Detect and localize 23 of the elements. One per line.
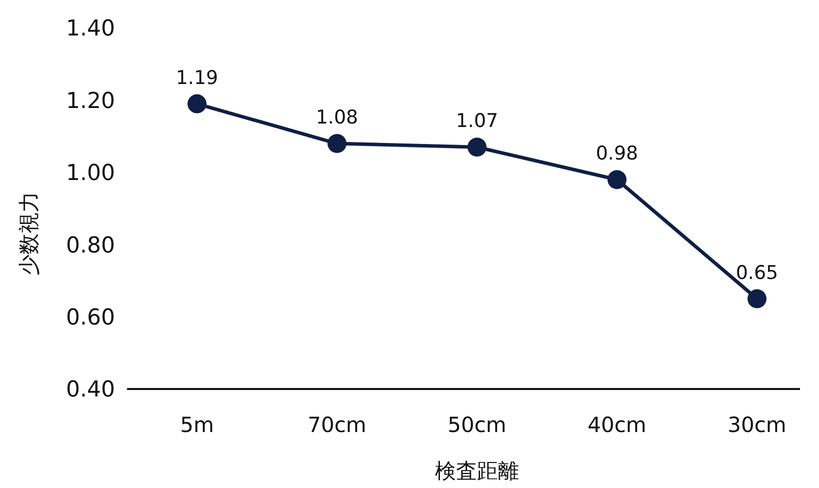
y-tick-label: 1.20	[66, 88, 115, 114]
x-tick-label: 70cm	[308, 413, 366, 437]
data-label: 0.98	[596, 142, 638, 165]
x-axis-title: 検査距離	[435, 459, 519, 483]
y-tick-label: 0.80	[66, 233, 115, 258]
point	[748, 289, 766, 308]
y-tick-label: 1.40	[66, 16, 115, 42]
point	[608, 170, 626, 190]
data-label: 1.07	[456, 110, 498, 132]
x-tick-label: 5m	[180, 413, 214, 437]
point	[188, 94, 206, 114]
point	[328, 134, 346, 154]
x-tick-label: 40cm	[588, 413, 646, 437]
data-label: 0.65	[736, 262, 778, 284]
y-axis-title: 少数視力	[17, 192, 41, 276]
y-tick-label: 1.00	[66, 161, 115, 186]
x-tick-label: 30cm	[728, 413, 786, 437]
y-tick-label: 0.60	[66, 306, 115, 330]
y-tick-label: 0.40	[66, 378, 115, 403]
data-label: 1.19	[176, 66, 218, 89]
point	[468, 138, 486, 157]
x-tick-label: 50cm	[448, 413, 506, 437]
data-label: 1.08	[316, 106, 358, 129]
